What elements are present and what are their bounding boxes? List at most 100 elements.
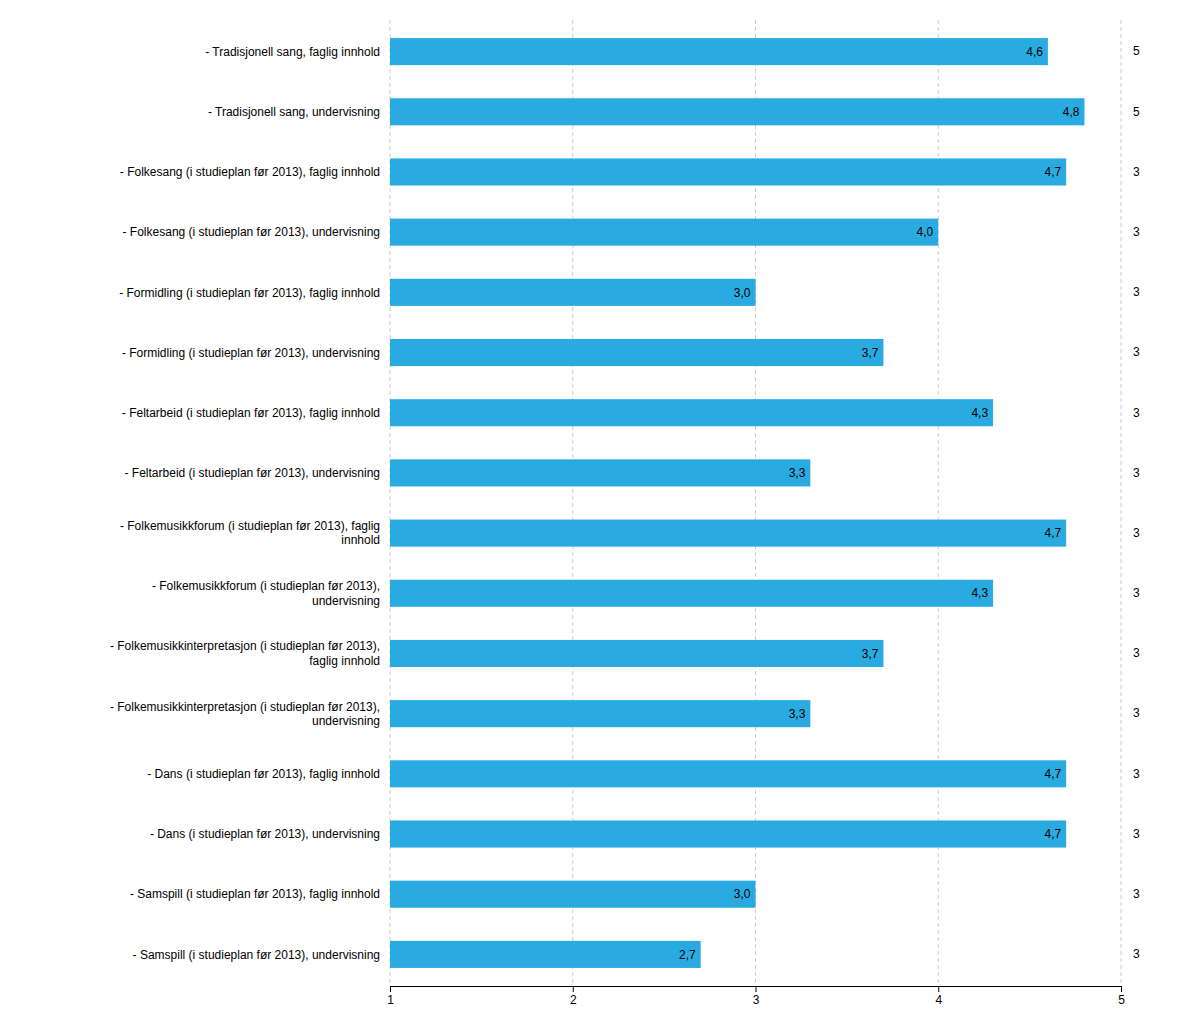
x-tick: 3 [753, 986, 760, 1007]
data-label: 4,7 [1044, 165, 1061, 179]
x-tick-label: 1 [387, 993, 394, 1007]
y-tick: - Tradisjonell sang, faglig innhold [205, 45, 390, 59]
y-tick: - Tradisjonell sang, undervisning [208, 105, 390, 119]
n-tick: 3 [1121, 225, 1140, 239]
bar [390, 459, 810, 486]
bar [390, 38, 1048, 65]
x-tick-label: 2 [570, 993, 577, 1007]
y-tick-label: - Formidling (i studieplan før 2013), un… [122, 346, 380, 360]
chart: 4,64,84,74,03,03,74,33,34,74,33,73,34,74… [0, 0, 1181, 1036]
y-tick-label-line: - Tradisjonell sang, undervisning [208, 105, 380, 119]
y-tick: - Feltarbeid (i studieplan før 2013), fa… [122, 406, 390, 420]
n-tick: 3 [1121, 706, 1140, 720]
data-labels: 4,64,84,74,03,03,74,33,34,74,33,73,34,74… [679, 45, 1080, 962]
y-tick-label-line: - Folkesang (i studieplan før 2013), fag… [120, 165, 380, 179]
n-label: 5 [1133, 44, 1140, 58]
y-tick: - Folkesang (i studieplan før 2013), fag… [120, 165, 390, 179]
y-tick-label: - Folkemusikkinterpretasjon (i studiepla… [110, 700, 380, 728]
bar [390, 158, 1066, 185]
y-tick-label-line: innhold [341, 533, 380, 547]
y-tick: - Folkemusikkinterpretasjon (i studiepla… [110, 639, 390, 667]
y-tick-label: - Tradisjonell sang, undervisning [208, 105, 380, 119]
bar [390, 700, 810, 727]
y-tick-label-line: - Samspill (i studieplan før 2013), unde… [133, 948, 380, 962]
y-tick-label: - Dans (i studieplan før 2013), undervis… [150, 827, 380, 841]
y-tick-label: - Samspill (i studieplan før 2013), fagl… [130, 887, 380, 901]
n-label: 3 [1133, 526, 1140, 540]
y-tick-label-line: - Feltarbeid (i studieplan før 2013), un… [125, 466, 380, 480]
n-tick: 3 [1121, 586, 1140, 600]
y-tick-label-line: - Tradisjonell sang, faglig innhold [205, 45, 380, 59]
y-tick-label: - Tradisjonell sang, faglig innhold [205, 45, 380, 59]
n-label: 3 [1133, 767, 1140, 781]
y-tick: - Folkemusikkinterpretasjon (i studiepla… [110, 700, 390, 728]
y-tick: - Dans (i studieplan før 2013), undervis… [150, 827, 390, 841]
y-tick-label-line: - Formidling (i studieplan før 2013), fa… [119, 286, 380, 300]
y-tick-label: - Dans (i studieplan før 2013), faglig i… [147, 767, 380, 781]
n-tick: 3 [1121, 406, 1140, 420]
bar [390, 640, 883, 667]
x-axis-line [391, 987, 1122, 993]
data-label: 4,7 [1044, 526, 1061, 540]
y-tick-label-line: - Folkemusikkforum (i studieplan før 201… [120, 519, 380, 533]
data-label: 4,7 [1044, 767, 1061, 781]
n-tick: 3 [1121, 526, 1140, 540]
y-tick-label-line: - Folkesang (i studieplan før 2013), und… [123, 225, 380, 239]
x-tick: 4 [935, 986, 942, 1007]
n-label: 3 [1133, 947, 1140, 961]
bars [390, 38, 1084, 968]
x-tick-mark [1121, 986, 1122, 992]
n-tick: 3 [1121, 466, 1140, 480]
data-label: 4,6 [1026, 45, 1043, 59]
data-label: 4,0 [917, 225, 934, 239]
y-tick-label: - Folkemusikkinterpretasjon (i studiepla… [110, 639, 380, 667]
n-tick: 3 [1121, 827, 1140, 841]
n-tick: 3 [1121, 285, 1140, 299]
y-tick: - Formidling (i studieplan før 2013), un… [122, 346, 390, 360]
n-tick: 3 [1121, 646, 1140, 660]
y-tick-label-line: - Samspill (i studieplan før 2013), fagl… [130, 887, 380, 901]
n-label: 3 [1133, 345, 1140, 359]
n-tick: 5 [1121, 105, 1140, 119]
data-label: 3,0 [734, 887, 751, 901]
bar [390, 399, 993, 426]
n-tick: 3 [1121, 165, 1140, 179]
n-tick: 3 [1121, 345, 1140, 359]
x-tick-label: 3 [753, 993, 760, 1007]
y-tick-label: - Feltarbeid (i studieplan før 2013), fa… [122, 406, 380, 420]
plot: 4,64,84,74,03,03,74,33,34,74,33,73,34,74… [110, 20, 1140, 1007]
bar [390, 820, 1066, 847]
grid-line [1121, 20, 1122, 986]
y-tick-label-line: - Dans (i studieplan før 2013), undervis… [150, 827, 380, 841]
n-axis: 5 5 3 3 3 3 3 3 3 3 3 3 3 3 3 3 [1121, 44, 1140, 961]
bar [390, 520, 1066, 547]
y-axis: - Tradisjonell sang, faglig innhold - Tra… [110, 45, 390, 962]
y-tick-label-line: undervisning [312, 594, 380, 608]
y-tick-label-line: undervisning [312, 714, 380, 728]
y-tick: - Folkesang (i studieplan før 2013), und… [123, 225, 390, 239]
n-label: 3 [1133, 887, 1140, 901]
data-label: 3,3 [789, 466, 806, 480]
n-label: 3 [1133, 466, 1140, 480]
bar [390, 580, 993, 607]
y-tick-label-line: - Dans (i studieplan før 2013), faglig i… [147, 767, 380, 781]
bar [390, 219, 938, 246]
bar [390, 279, 756, 306]
y-tick: - Samspill (i studieplan før 2013), fagl… [130, 887, 390, 901]
bar [390, 881, 756, 908]
y-tick-label-line: faglig innhold [309, 654, 380, 668]
n-tick: 3 [1121, 947, 1140, 961]
n-tick: 3 [1121, 887, 1140, 901]
x-tick-mark [938, 986, 939, 992]
y-tick-label: - Folkesang (i studieplan før 2013), fag… [120, 165, 380, 179]
bar [390, 339, 883, 366]
x-tick: 5 [1118, 986, 1125, 1007]
n-label: 3 [1133, 646, 1140, 660]
bar [390, 98, 1084, 125]
n-label: 3 [1133, 827, 1140, 841]
x-tick-mark [390, 986, 391, 992]
data-label: 3,0 [734, 286, 751, 300]
y-tick: - Dans (i studieplan før 2013), faglig i… [147, 767, 390, 781]
x-tick-label: 4 [935, 993, 942, 1007]
n-label: 3 [1133, 285, 1140, 299]
